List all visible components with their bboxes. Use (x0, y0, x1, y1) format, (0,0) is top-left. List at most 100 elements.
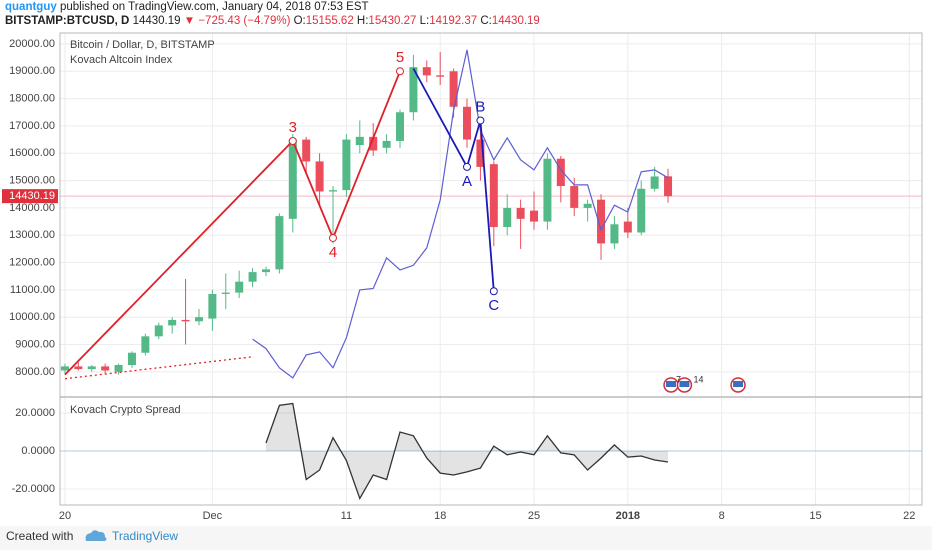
price: 14430.19 (132, 15, 181, 27)
candle-body (503, 207, 512, 228)
wave-label: 3 (289, 119, 297, 136)
wave-point (463, 162, 472, 171)
change: ▼ −725.43 (−4.79%) (183, 15, 291, 27)
wave-point (489, 287, 498, 296)
footer-created: Created with (6, 529, 73, 543)
candle-body (530, 210, 539, 222)
candle-body (664, 176, 673, 197)
candle-body (288, 139, 297, 219)
candle-body (221, 292, 230, 294)
y-tick-label: 12000.00 (9, 256, 55, 268)
x-tick-label: 25 (528, 510, 540, 522)
y-tick-label: -20.0000 (12, 483, 55, 495)
author[interactable]: quantguy (5, 1, 57, 13)
candle-body (87, 366, 96, 370)
candle-body (382, 140, 391, 148)
candle-body (275, 216, 284, 270)
y-tick-label: 10000.00 (9, 311, 55, 323)
candle-body (570, 186, 579, 208)
candle-body (127, 352, 136, 366)
ohlc-value: 14430.19 (491, 15, 540, 27)
event-flag (733, 381, 744, 387)
ohlc-value: 14192.37 (429, 15, 478, 27)
candle-body (355, 136, 364, 146)
x-tick-label: 11 (341, 510, 352, 522)
candle-body (248, 272, 257, 282)
y-tick-label: 18000.00 (9, 92, 55, 104)
candle-body (194, 317, 203, 322)
candle-body (114, 365, 123, 372)
frame (59, 32, 923, 506)
y-tick-label: 0.0000 (21, 445, 55, 457)
candle-body (449, 71, 458, 107)
candle-body (181, 319, 190, 322)
x-tick-label: 8 (719, 510, 725, 522)
overlay-line (252, 49, 669, 379)
ohlc-label: O: (293, 15, 306, 27)
wave-point (328, 233, 337, 242)
x-tick-label: 15 (809, 510, 821, 522)
header-line-2: BITSTAMP:BTCUSD, D 14430.19 ▼ −725.43 (−… (5, 15, 540, 27)
candle-body (60, 366, 69, 371)
event-label: 7 (676, 374, 681, 384)
x-tick-label: 2018 (616, 510, 640, 522)
candle-body (101, 366, 110, 371)
y-tick-label: 19000.00 (9, 65, 55, 77)
spread-line (265, 402, 669, 501)
last-price-label: 14430.19 (9, 190, 55, 202)
wave-label: 5 (396, 49, 404, 66)
candle-body (315, 161, 324, 192)
candle-body (516, 207, 525, 219)
candle-body (476, 139, 485, 167)
candle-body (342, 139, 351, 191)
y-tick-label: 20.0000 (15, 407, 55, 419)
symbol: BITSTAMP:BTCUSD, D (5, 15, 130, 27)
candle-body (637, 188, 646, 233)
logo-cloud (85, 530, 107, 541)
candle-body (328, 190, 337, 192)
x-tick-label: 22 (903, 510, 915, 522)
candle-body (154, 325, 163, 337)
candle-body (489, 164, 498, 228)
candle-body (543, 158, 552, 222)
wave-line (64, 70, 401, 376)
candle-body (168, 319, 177, 326)
y-tick-label: 11000.00 (10, 284, 55, 296)
wave-point (396, 67, 405, 76)
y-tick-label: 9000.00 (15, 338, 55, 350)
event-flag (679, 381, 690, 387)
y-tick-label: 16000.00 (9, 147, 55, 159)
ohlc-label: L: (419, 15, 430, 27)
brand-logo (85, 530, 107, 541)
event-label: 14 (693, 374, 703, 384)
last-price-tag (2, 189, 58, 204)
published: published on TradingView.com, January 04… (59, 1, 369, 13)
candle-body (650, 176, 659, 189)
ohlc-value: 15155.62 (305, 15, 354, 27)
x-tick-label: 18 (434, 510, 446, 522)
footer-brand: TradingView (112, 529, 178, 543)
y-tick-label: 17000.00 (9, 120, 55, 132)
candle-body (463, 106, 472, 140)
ohlc-value: 15430.27 (368, 15, 417, 27)
plot (60, 49, 922, 501)
candle-body (422, 67, 431, 76)
event-flag (666, 381, 677, 387)
x-tick-label: 20 (59, 510, 71, 522)
footer-band (0, 526, 932, 550)
wave-point (288, 136, 297, 145)
y-tick-label: 14000.00 (9, 202, 55, 214)
candle-body (623, 221, 632, 233)
candle-body (369, 136, 378, 151)
candle-body (141, 336, 150, 353)
wave-label: B (475, 98, 485, 115)
candle-body (436, 75, 445, 77)
overlay-legend: Kovach Altcoin Index (70, 54, 173, 66)
wave-line (412, 68, 495, 292)
spread-legend: Kovach Crypto Spread (70, 404, 181, 416)
candle-body (261, 269, 270, 273)
wave-label: C (488, 297, 499, 314)
y-tick-label: 20000.00 (9, 38, 55, 50)
ohlc-label: H: (356, 15, 369, 27)
